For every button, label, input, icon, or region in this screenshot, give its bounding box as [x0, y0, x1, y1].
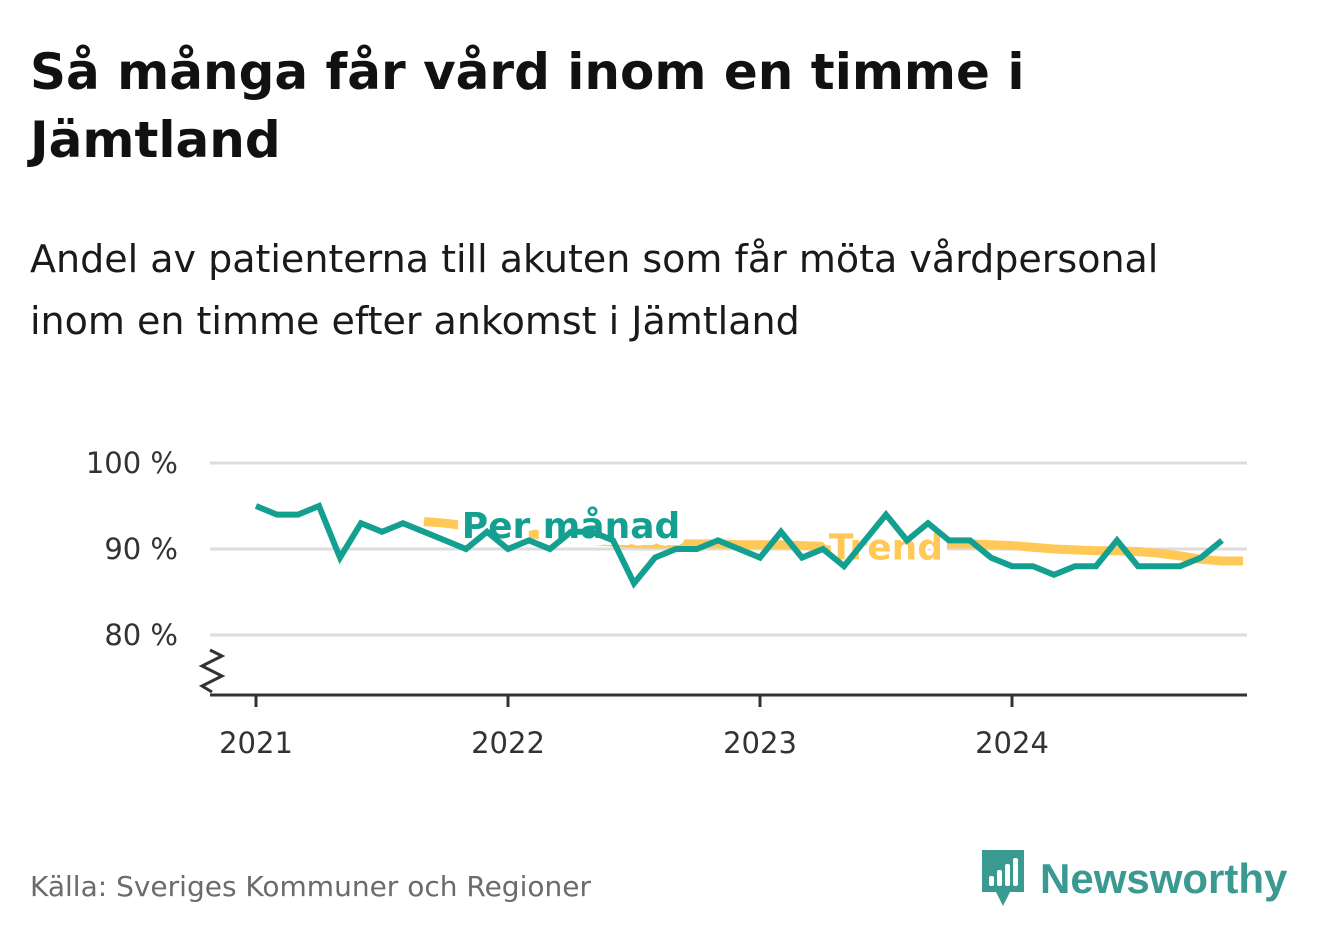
chart-subtitle: Andel av patienterna till akuten som får… — [30, 237, 1159, 343]
x-tick-label: 2021 — [219, 726, 293, 760]
x-tick-label: 2023 — [723, 726, 797, 760]
axes: 80 % 90 % 100 % 2021 2022 2023 2024 — [86, 446, 1247, 760]
x-tick-label: 2024 — [975, 726, 1049, 760]
chart-title: Så många får vård inom en timme i Jämtla… — [30, 43, 1025, 169]
x-tick-label: 2022 — [471, 726, 545, 760]
brand-logo: Newsworthy — [980, 848, 1287, 910]
source-note: Källa: Sveriges Kommuner och Regioner — [30, 870, 591, 903]
monthly-series — [254, 502, 1224, 589]
series-label-halo: Per månad — [462, 506, 681, 547]
y-tick-label: 90 % — [104, 532, 178, 566]
y-tick-label: 100 % — [86, 446, 178, 480]
y-tick-label: 80 % — [104, 618, 178, 652]
axis-break-icon — [198, 648, 226, 694]
monthly-line — [254, 502, 1224, 589]
newsworthy-logo-icon — [982, 850, 1024, 906]
brand-name: Newsworthy — [1040, 855, 1288, 902]
